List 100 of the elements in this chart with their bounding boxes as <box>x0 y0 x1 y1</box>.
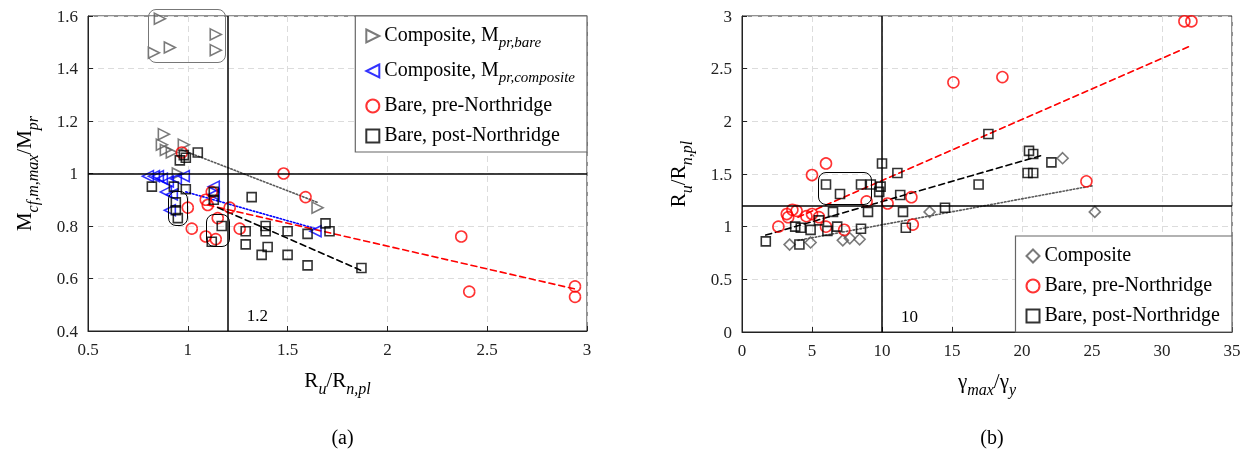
point <box>185 222 199 235</box>
point <box>159 143 173 157</box>
y-tick-label: 1.6 <box>56 6 78 26</box>
point <box>805 207 819 221</box>
point <box>277 167 290 180</box>
point <box>805 224 816 236</box>
point <box>1056 151 1069 165</box>
y-tick-label: 2 <box>723 111 732 131</box>
point <box>819 220 833 233</box>
point <box>163 203 177 217</box>
point <box>155 138 169 151</box>
y-tick-label: 0 <box>723 322 732 342</box>
x-tick-label: 35 <box>1223 341 1241 360</box>
point <box>795 222 807 234</box>
point <box>201 198 215 212</box>
x-tick-label: 3 <box>582 340 592 359</box>
x-tick-label: 1.5 <box>276 340 299 359</box>
point <box>454 230 468 243</box>
text: (b) <box>980 426 1004 449</box>
point <box>1080 175 1093 188</box>
point <box>155 172 169 186</box>
point <box>302 260 313 271</box>
point <box>146 181 158 192</box>
point <box>177 169 191 183</box>
point <box>813 215 825 226</box>
x-tick-label: 25 <box>1083 341 1101 360</box>
point <box>181 201 195 214</box>
point <box>240 239 251 250</box>
point <box>786 203 799 217</box>
point <box>820 179 832 190</box>
legend-label: Composite <box>1044 243 1132 266</box>
y-tick-label: 3 <box>723 6 732 26</box>
point <box>174 155 186 166</box>
point <box>900 222 912 234</box>
point <box>827 206 839 218</box>
point <box>783 238 796 251</box>
point <box>905 190 918 204</box>
y-tick-label: 1.4 <box>56 59 79 78</box>
y-tick-label: 1 <box>723 217 732 237</box>
point <box>897 206 909 218</box>
point <box>159 185 173 199</box>
point <box>199 193 213 207</box>
point <box>894 189 906 201</box>
point <box>163 41 177 54</box>
point <box>568 280 582 293</box>
point <box>262 241 273 253</box>
point <box>233 222 246 235</box>
point <box>996 70 1009 84</box>
point <box>260 220 271 232</box>
point <box>246 191 257 203</box>
point <box>240 225 251 237</box>
point <box>939 202 951 214</box>
point <box>180 183 192 195</box>
x-tick-label: 1 <box>183 340 193 359</box>
x-tick-label: 0 <box>737 341 747 360</box>
point <box>983 128 994 140</box>
point <box>207 180 221 193</box>
legend-label: Bare, pre-Northridge <box>384 93 553 116</box>
point <box>324 225 335 237</box>
point <box>1185 14 1198 28</box>
y-tick-label: 1 <box>69 164 78 183</box>
point <box>881 197 894 210</box>
ref-line-label: 1.2 <box>246 306 268 325</box>
point <box>169 172 183 186</box>
y-tick-label: 0.4 <box>56 321 79 341</box>
point <box>568 290 582 304</box>
point <box>873 186 885 198</box>
point <box>147 46 161 60</box>
point <box>794 239 805 250</box>
point <box>311 201 324 214</box>
point <box>865 179 877 190</box>
point <box>165 146 179 159</box>
point <box>876 158 888 169</box>
y-tick-label: 0.5 <box>710 269 732 289</box>
point <box>1022 167 1033 179</box>
point <box>320 218 331 229</box>
point <box>875 181 886 192</box>
point <box>906 218 920 231</box>
point <box>171 167 185 180</box>
point <box>153 12 167 25</box>
y-tick-label: 0.8 <box>56 216 78 236</box>
point <box>282 249 293 261</box>
x-tick-label: 10 <box>873 341 891 360</box>
y-tick-label: 2.5 <box>710 59 732 79</box>
point <box>151 169 165 183</box>
point <box>1027 148 1039 160</box>
ref-line-label: 10 <box>901 307 918 326</box>
point <box>843 231 857 245</box>
point <box>157 127 171 141</box>
point <box>309 224 322 238</box>
y-tick-label: 1.2 <box>56 111 78 131</box>
text: (a) <box>331 426 354 449</box>
point <box>299 190 312 204</box>
y-tick-label: 1.5 <box>710 164 732 184</box>
point <box>923 205 936 219</box>
point <box>892 167 903 179</box>
point <box>462 285 476 298</box>
point <box>853 233 866 246</box>
point <box>147 169 161 183</box>
point <box>772 220 785 233</box>
